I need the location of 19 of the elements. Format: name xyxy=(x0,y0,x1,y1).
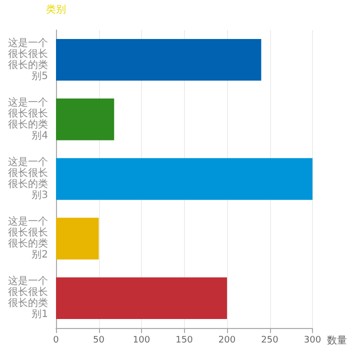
y-tick-label: 这是一个很长很长很长的类别5 xyxy=(8,36,48,82)
bar xyxy=(56,158,313,200)
bar xyxy=(56,218,99,260)
y-tick-label: 这是一个很长很长很长的类别3 xyxy=(8,156,48,201)
x-tick-label: 100 xyxy=(132,336,150,346)
y-tick-label: 这是一个很长很长很长的类别1 xyxy=(8,275,48,320)
x-tick-label: 200 xyxy=(218,336,236,346)
x-tick-label: 50 xyxy=(93,336,105,346)
bar xyxy=(56,277,228,320)
x-tick-label: 150 xyxy=(176,336,194,346)
x-axis-title: 数量 xyxy=(327,336,347,346)
y-axis-title: 类别 xyxy=(46,4,66,16)
x-tick-label: 250 xyxy=(261,336,279,346)
y-tick-label: 这是一个很长很长很长的类别2 xyxy=(8,216,48,261)
bar xyxy=(56,98,114,140)
y-tick-label: 这是一个很长很长很长的类别4 xyxy=(8,96,48,142)
bar xyxy=(56,38,262,81)
x-tick-label: 300 xyxy=(304,336,322,346)
x-tick-label: 0 xyxy=(53,336,60,346)
